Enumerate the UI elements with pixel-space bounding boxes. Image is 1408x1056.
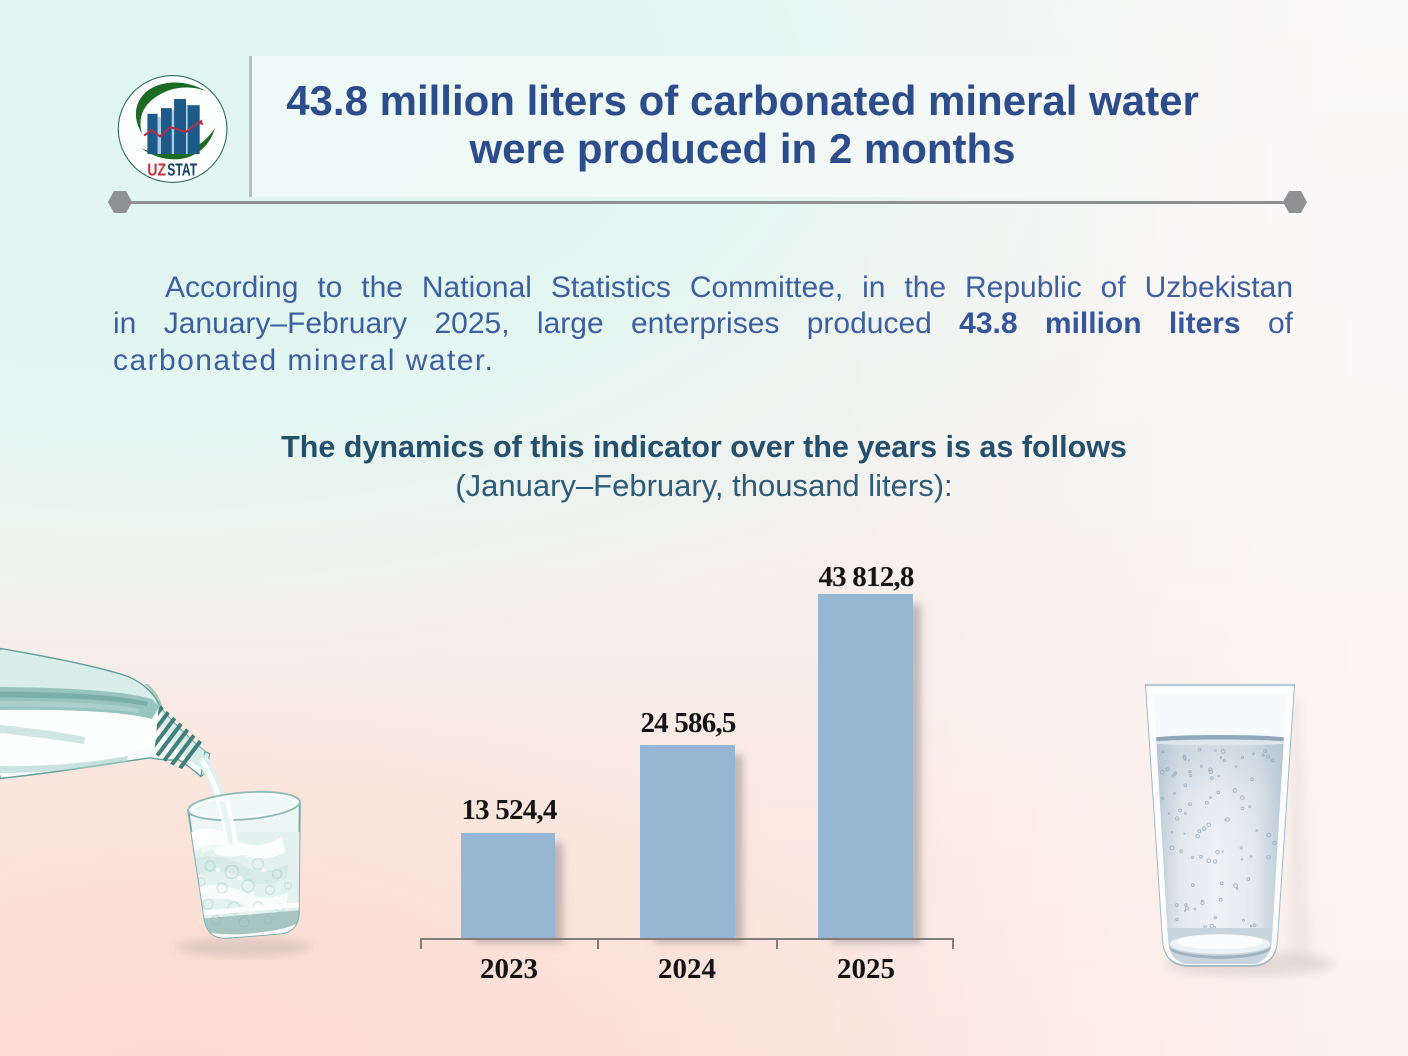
svg-text:STAT: STAT: [167, 160, 197, 180]
svg-text:UZ: UZ: [147, 160, 166, 180]
